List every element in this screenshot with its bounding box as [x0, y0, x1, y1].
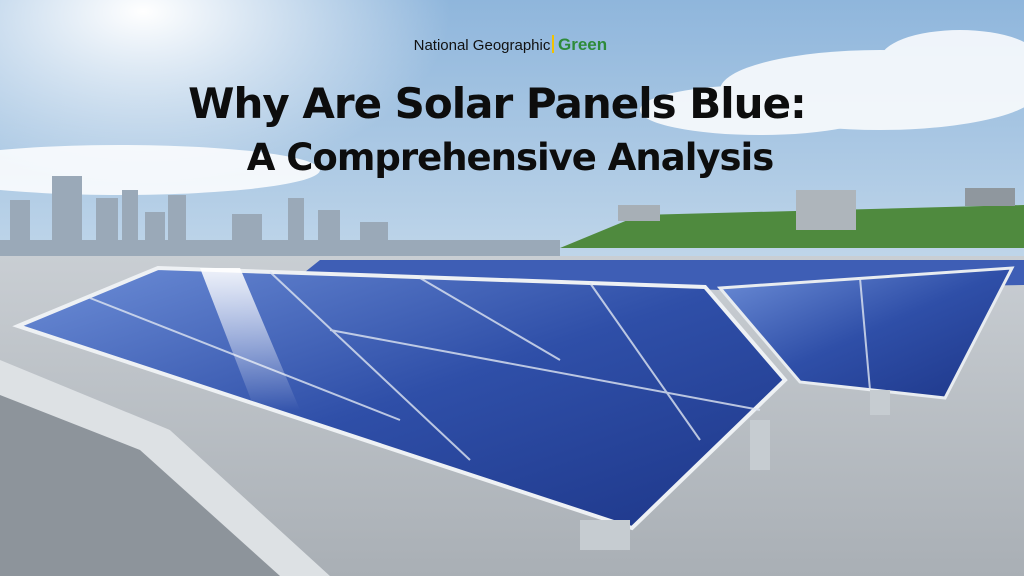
- panel-array: [716, 266, 1015, 400]
- chimney: [618, 205, 660, 221]
- chimney: [796, 190, 856, 230]
- skyline: [0, 176, 560, 260]
- brand-divider: [552, 35, 554, 53]
- brand-tag: Green: [558, 35, 607, 54]
- chimney: [965, 188, 1015, 206]
- green-roof: [560, 205, 1024, 248]
- headline-line1: Why Are Solar Panels Blue:: [188, 79, 806, 128]
- headline-line2: A Comprehensive Analysis: [247, 136, 774, 179]
- parapet-top: [0, 360, 330, 576]
- panel-array: [12, 265, 788, 531]
- panel-frames: [89, 271, 871, 461]
- sun-glare: [200, 268, 300, 410]
- supports: [580, 390, 890, 550]
- brand-name: National Geographic: [414, 37, 551, 54]
